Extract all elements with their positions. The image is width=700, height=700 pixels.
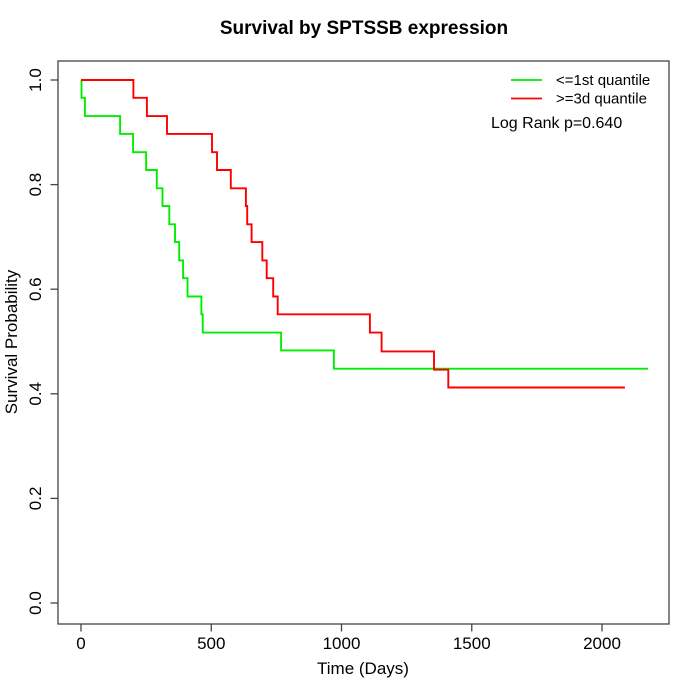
y-tick-label: 0.8 <box>26 173 45 197</box>
plot-box <box>57 60 670 625</box>
y-axis: 0.0 0.2 0.4 0.6 0.8 1.0 <box>26 68 58 615</box>
y-tick-label: 0.2 <box>26 487 45 511</box>
x-tick-label: 2000 <box>583 634 621 653</box>
x-tick-label: 1000 <box>323 634 361 653</box>
km-curves <box>80 79 649 389</box>
legend-label-group1: <=1st quantile <box>556 72 650 89</box>
legend: <=1st quantile >=3d quantile Log Rank p=… <box>491 72 650 132</box>
x-tick-label: 500 <box>197 634 225 653</box>
km-curve-group2 <box>81 79 625 389</box>
x-axis: 0 500 1000 1500 2000 <box>76 624 621 653</box>
x-tick-label: 0 <box>76 634 85 653</box>
km-curve-group1 <box>80 79 649 370</box>
y-tick-label: 0.4 <box>26 382 45 406</box>
legend-label-group2: >=3d quantile <box>556 91 647 108</box>
x-axis-title: Time (Days) <box>317 659 409 678</box>
chart-title: Survival by SPTSSB expression <box>220 18 508 39</box>
x-tick-label: 1500 <box>453 634 491 653</box>
y-axis-title: Survival Probability <box>2 269 21 414</box>
y-tick-label: 1.0 <box>26 68 45 92</box>
y-tick-label: 0.6 <box>26 277 45 301</box>
logrank-pvalue-note: Log Rank p=0.640 <box>491 115 622 132</box>
y-tick-label: 0.0 <box>26 591 45 615</box>
